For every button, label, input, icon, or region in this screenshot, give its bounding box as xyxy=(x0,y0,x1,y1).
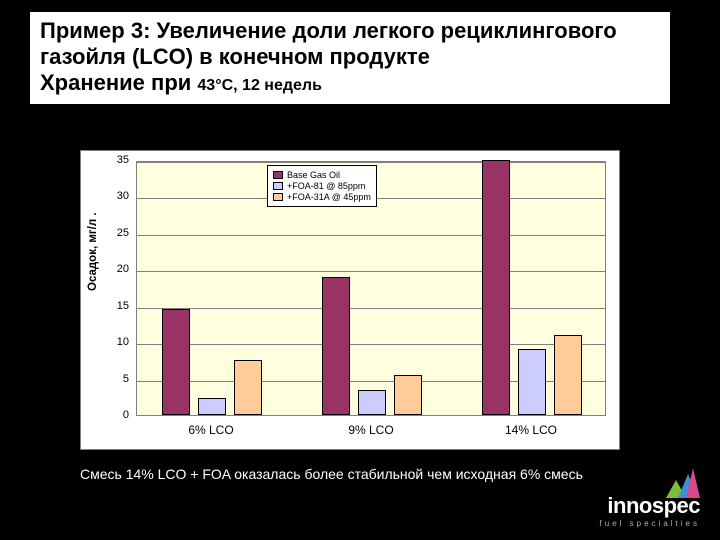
x-tick-label: 9% LCO xyxy=(348,423,393,437)
y-axis-label: Осадок, мг/л . xyxy=(87,212,99,291)
legend-label: Base Gas Oil xyxy=(287,170,340,180)
y-tick-label: 25 xyxy=(109,227,129,239)
y-tick-label: 0 xyxy=(109,409,129,421)
legend-item: +FOA-31A @ 45ppm xyxy=(273,192,371,202)
y-tick-label: 35 xyxy=(109,154,129,166)
plot-area: Base Gas Oil+FOA-81 @ 85ppm+FOA-31A @ 45… xyxy=(136,161,606,416)
legend-label: +FOA-31A @ 45ppm xyxy=(287,192,371,202)
logo-tagline: fuel specialties xyxy=(600,519,700,528)
title-sub-prefix: Хранение при xyxy=(40,70,197,95)
grid-line xyxy=(137,308,605,309)
bar xyxy=(394,375,422,415)
x-tick-label: 6% LCO xyxy=(188,423,233,437)
bar xyxy=(554,335,582,415)
legend-item: +FOA-81 @ 85ppm xyxy=(273,181,371,191)
y-tick-label: 10 xyxy=(109,336,129,348)
innospec-logo: innospec fuel specialties xyxy=(600,493,700,528)
legend-swatch xyxy=(273,171,283,179)
legend-label: +FOA-81 @ 85ppm xyxy=(287,181,365,191)
legend-item: Base Gas Oil xyxy=(273,170,371,180)
bar xyxy=(358,390,386,416)
y-tick-label: 30 xyxy=(109,190,129,202)
logo-triangles-icon xyxy=(666,468,700,498)
caption-text: Смесь 14% LCO + FOA оказалась более стаб… xyxy=(80,466,620,483)
title-subtitle: Хранение при 43°C, 12 недель xyxy=(40,70,660,96)
chart-container: Осадок, мг/л . Base Gas Oil+FOA-81 @ 85p… xyxy=(80,150,620,450)
bar xyxy=(234,360,262,415)
y-tick-label: 5 xyxy=(109,373,129,385)
grid-line xyxy=(137,162,605,163)
y-tick-label: 20 xyxy=(109,263,129,275)
legend-swatch xyxy=(273,182,283,190)
grid-line xyxy=(137,344,605,345)
bar xyxy=(482,160,510,415)
bar xyxy=(518,349,546,415)
grid-line xyxy=(137,235,605,236)
legend-swatch xyxy=(273,193,283,201)
title-sub-details: 43°C, 12 недель xyxy=(197,77,322,94)
grid-line xyxy=(137,271,605,272)
bar xyxy=(162,309,190,415)
x-tick-label: 14% LCO xyxy=(505,423,557,437)
bar xyxy=(322,277,350,415)
legend: Base Gas Oil+FOA-81 @ 85ppm+FOA-31A @ 45… xyxy=(267,165,377,207)
y-tick-label: 15 xyxy=(109,300,129,312)
title-main: Пример 3: Увеличение доли легкого рецикл… xyxy=(40,18,660,70)
bar xyxy=(198,398,226,415)
title-box: Пример 3: Увеличение доли легкого рецикл… xyxy=(30,12,670,104)
